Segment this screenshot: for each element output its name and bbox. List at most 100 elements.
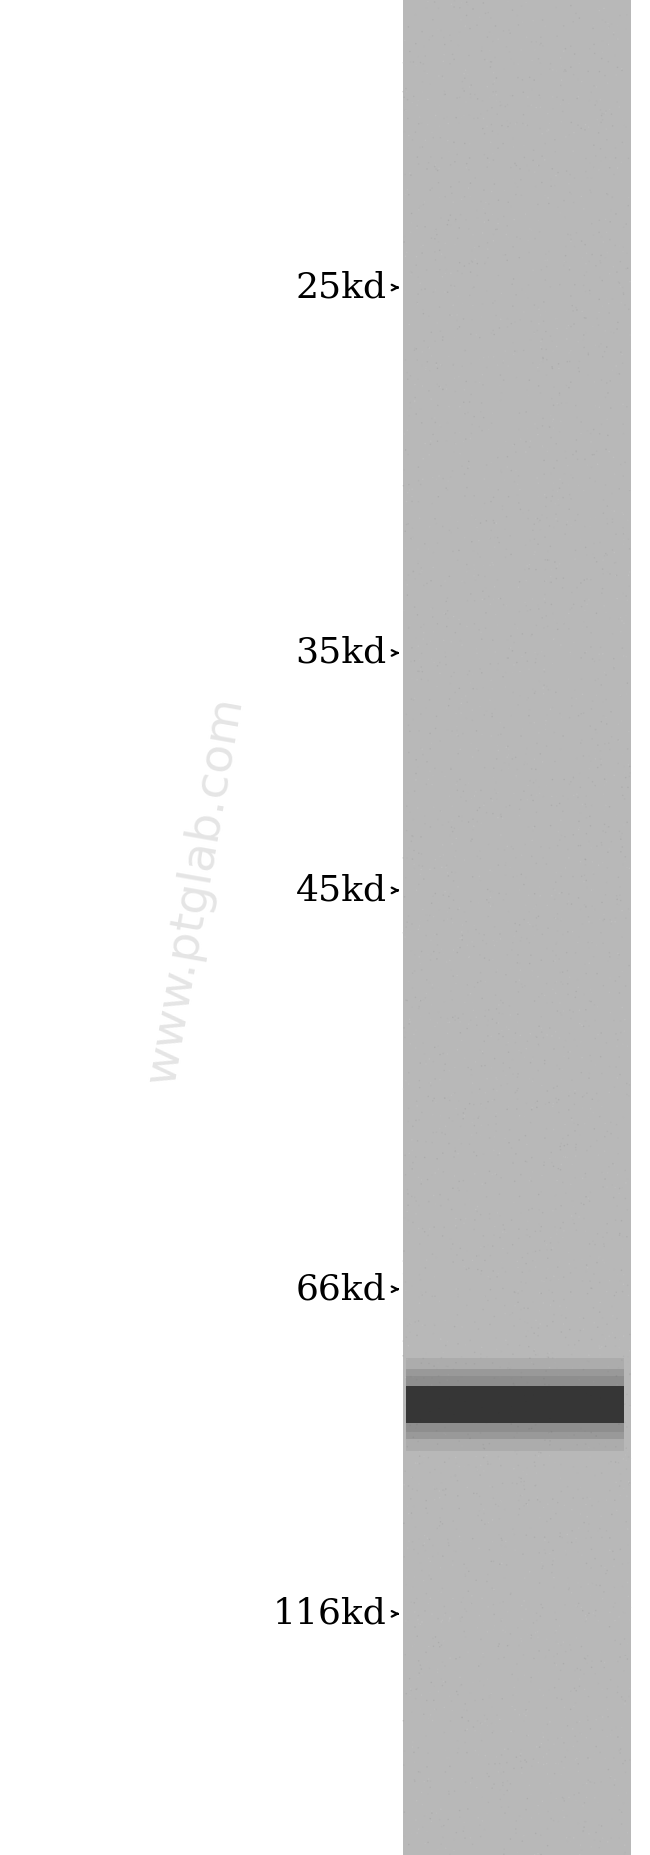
- Point: [441, 972, 451, 1002]
- Point: [479, 800, 489, 829]
- Point: [430, 738, 441, 768]
- Point: [526, 1206, 537, 1235]
- Point: [533, 924, 543, 953]
- Point: [456, 800, 467, 829]
- Point: [567, 486, 577, 516]
- Point: [505, 1304, 515, 1334]
- Point: [454, 738, 464, 768]
- Point: [492, 1094, 502, 1124]
- Point: [549, 1200, 559, 1230]
- Point: [579, 744, 590, 774]
- Point: [545, 46, 556, 76]
- Point: [551, 848, 561, 877]
- Point: [469, 1721, 479, 1751]
- Point: [624, 744, 634, 774]
- Point: [619, 0, 630, 24]
- Point: [552, 1744, 562, 1773]
- Point: [569, 748, 580, 777]
- Point: [618, 76, 628, 106]
- Point: [475, 1284, 486, 1313]
- Point: [597, 367, 607, 397]
- Point: [541, 892, 552, 922]
- Point: [463, 32, 473, 61]
- Point: [502, 495, 513, 525]
- Point: [455, 1061, 465, 1091]
- Point: [564, 588, 574, 618]
- Point: [536, 6, 546, 35]
- Point: [475, 108, 486, 137]
- Point: [612, 666, 623, 696]
- Point: [434, 1734, 445, 1764]
- Point: [514, 861, 525, 890]
- Point: [469, 1345, 480, 1375]
- Point: [577, 1213, 588, 1243]
- Point: [612, 1801, 622, 1831]
- Point: [616, 560, 626, 590]
- Point: [398, 907, 408, 937]
- Point: [606, 160, 616, 189]
- Point: [561, 1438, 571, 1467]
- Point: [603, 70, 614, 100]
- Point: [511, 983, 521, 1013]
- Point: [546, 1660, 556, 1690]
- Point: [441, 406, 451, 436]
- Point: [457, 1024, 467, 1054]
- Point: [445, 1106, 456, 1135]
- Point: [595, 1089, 606, 1119]
- Point: [528, 1820, 538, 1849]
- Point: [567, 544, 577, 573]
- Point: [510, 659, 520, 688]
- Point: [540, 1260, 550, 1289]
- Point: [595, 1562, 605, 1592]
- Point: [597, 302, 607, 332]
- Point: [428, 352, 439, 382]
- Point: [614, 354, 624, 384]
- Point: [590, 1282, 600, 1311]
- Point: [400, 903, 410, 933]
- Point: [586, 850, 596, 879]
- Point: [497, 1330, 508, 1360]
- Point: [512, 454, 522, 484]
- Point: [426, 449, 436, 479]
- Point: [430, 1608, 441, 1638]
- Point: [593, 338, 604, 367]
- Point: [472, 814, 482, 844]
- Point: [500, 501, 511, 531]
- Point: [482, 427, 492, 456]
- Point: [488, 1746, 499, 1775]
- Point: [541, 87, 552, 117]
- Point: [578, 714, 588, 744]
- Point: [453, 1087, 463, 1117]
- Point: [447, 918, 458, 948]
- Point: [493, 1302, 503, 1332]
- Point: [480, 581, 490, 610]
- Point: [553, 197, 564, 226]
- Point: [536, 1525, 546, 1554]
- Point: [491, 1081, 502, 1111]
- Point: [536, 809, 547, 838]
- Point: [523, 1542, 533, 1571]
- Point: [552, 1380, 562, 1410]
- Point: [553, 1477, 564, 1506]
- Point: [476, 43, 487, 72]
- Point: [566, 148, 576, 178]
- Point: [577, 783, 587, 812]
- Point: [440, 1582, 450, 1612]
- Point: [426, 19, 437, 48]
- Point: [460, 1762, 470, 1792]
- Point: [489, 1783, 500, 1812]
- Point: [547, 1671, 558, 1701]
- Point: [436, 219, 447, 249]
- Point: [615, 345, 625, 375]
- Point: [595, 187, 606, 217]
- Point: [579, 1566, 590, 1595]
- Point: [524, 898, 534, 928]
- Point: [620, 853, 630, 883]
- Point: [556, 825, 567, 855]
- Point: [616, 1208, 626, 1237]
- Point: [423, 282, 434, 312]
- Point: [617, 1219, 627, 1248]
- Point: [463, 165, 473, 195]
- Point: [525, 482, 535, 512]
- Point: [571, 627, 581, 657]
